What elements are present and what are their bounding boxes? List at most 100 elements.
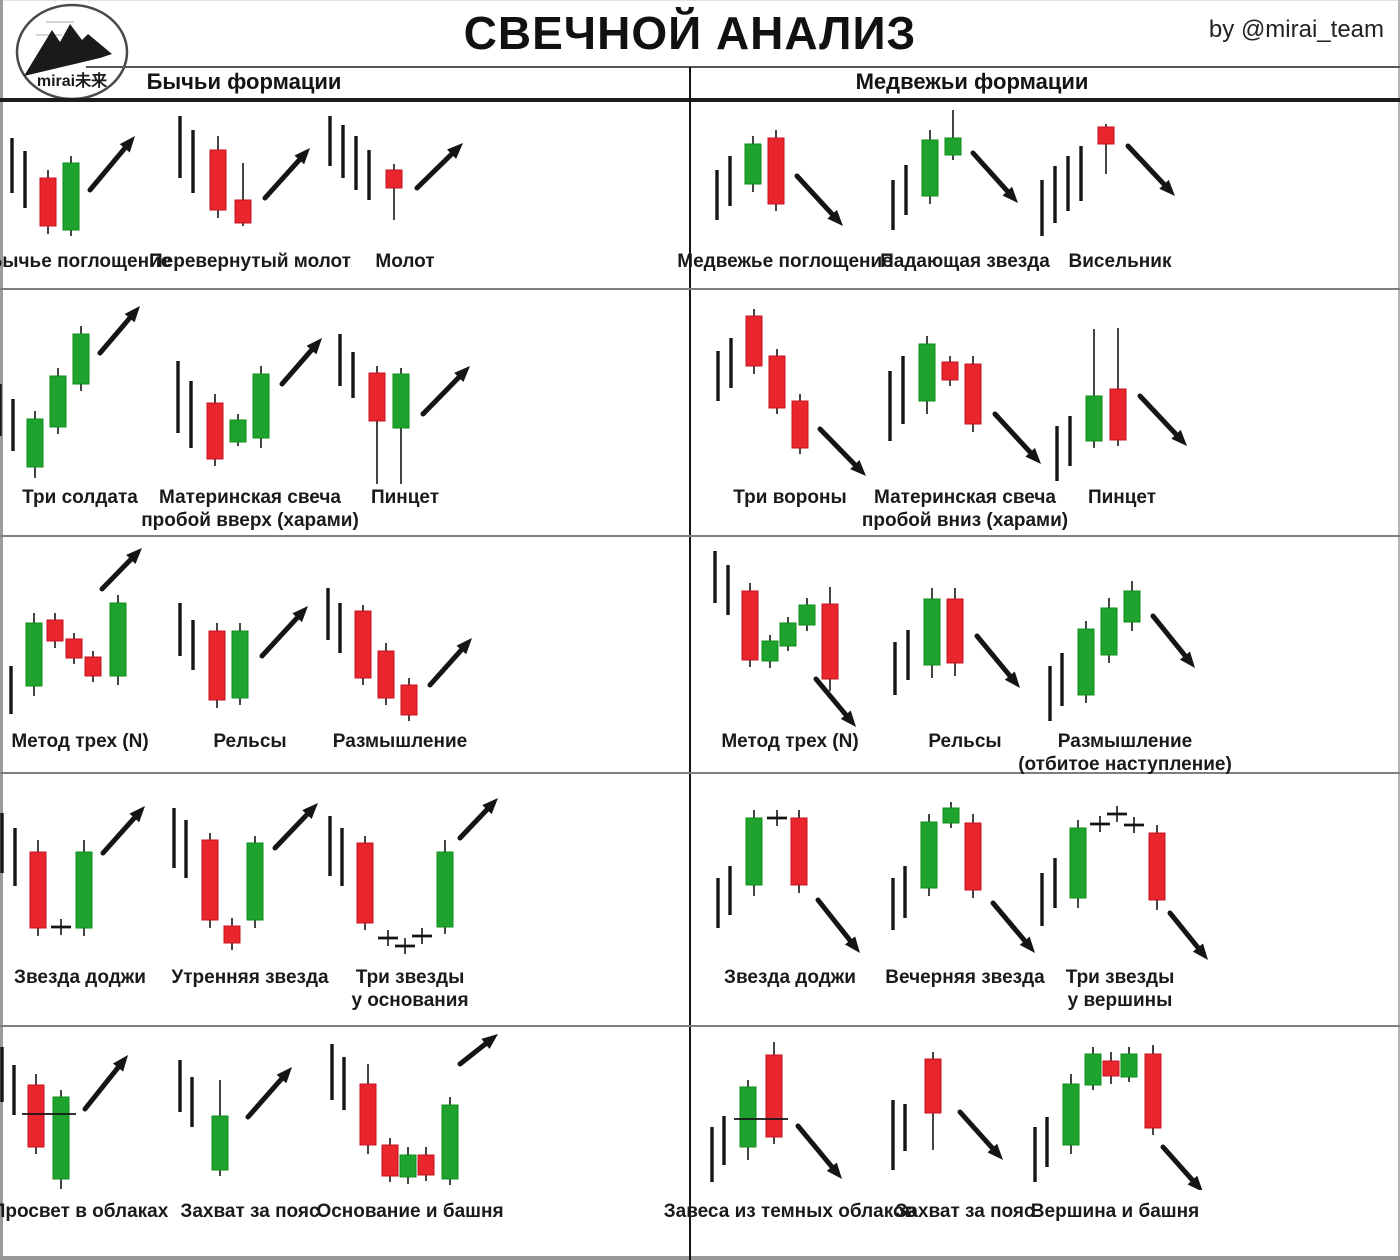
pattern-cell-bull-4-1 (140, 1032, 360, 1190)
pattern-label: Три звезды у основания (270, 966, 550, 1012)
pattern-chart (0, 1047, 128, 1189)
header-divider (86, 66, 1400, 68)
pattern-cell-bear-3-1 (855, 778, 1075, 968)
pattern-chart (710, 1042, 842, 1182)
frame-edge (0, 1256, 1400, 1260)
pattern-label: Висельник (980, 250, 1260, 273)
pattern-chart (330, 1034, 498, 1185)
pattern-chart (328, 798, 498, 954)
pattern-cell-bull-1-2 (295, 296, 515, 486)
pattern-label: Материнская свеча пробой вниз (харами) (825, 486, 1105, 532)
pattern-cell-bear-1-2 (1012, 296, 1232, 486)
credit: by @mirai_team (1208, 16, 1384, 43)
pattern-cell-bear-0-1 (855, 108, 1075, 248)
pattern-label-line: Основание и башня (316, 1201, 504, 1222)
pattern-label: Материнская свеча пробой вверх (харами) (110, 486, 390, 532)
pattern-label: Пинцет (982, 486, 1262, 509)
pattern-label-line: Захват за пояс (180, 1201, 320, 1222)
pattern-label: Рельсы (110, 730, 390, 753)
pattern-chart (716, 810, 860, 953)
pattern-label: Пинцет (265, 486, 545, 509)
pattern-label-line: Три вороны (733, 487, 847, 508)
pattern-label: Утренняя звезда (110, 966, 390, 989)
pattern-cell-bear-2-1 (855, 543, 1075, 728)
pattern-label: Захват за пояс (825, 1200, 1105, 1223)
pattern-label: Метод трех (N) (0, 730, 220, 753)
pattern-chart (716, 309, 866, 476)
pattern-label: Завеса из темных облаков (650, 1200, 930, 1223)
pattern-label: Три вороны (650, 486, 930, 509)
pattern-chart (1040, 806, 1208, 960)
pattern-label-line: (отбитое наступление) (1018, 754, 1232, 775)
pattern-cell-bull-3-0 (0, 778, 190, 968)
pattern-label-line: Завеса из темных облаков (663, 1201, 917, 1222)
logo-text: mirai未来 (37, 71, 108, 90)
row-divider (0, 288, 1400, 290)
pattern-label-line: у вершины (1067, 990, 1173, 1011)
pattern-chart (326, 588, 472, 721)
pattern-chart (172, 803, 318, 950)
pattern-chart (1033, 1045, 1203, 1190)
pattern-label-line: у основания (351, 990, 469, 1011)
pattern-chart (891, 1052, 1003, 1170)
pattern-cell-bear-2-2 (1015, 543, 1235, 728)
pattern-label-line: Три солдата (22, 487, 138, 508)
pattern-label-line: Медвежье поглощение (677, 251, 893, 272)
pattern-label: Медвежье поглощение (645, 250, 925, 273)
pattern-label: Просвет в облаках (0, 1200, 220, 1223)
pattern-label-line: Молот (375, 251, 435, 272)
pattern-label-line: Метод трех (N) (11, 731, 149, 752)
pattern-label-line: Пинцет (1087, 487, 1157, 508)
pattern-label: Основание и башня (270, 1200, 550, 1223)
pattern-cell-bear-2-0 (680, 543, 900, 728)
pattern-cell-bear-1-0 (680, 296, 900, 486)
pattern-label: Захват за пояс (110, 1200, 390, 1223)
pattern-chart (10, 136, 135, 236)
pattern-label-line: Материнская свеча (159, 487, 341, 508)
center-divider (689, 67, 691, 1260)
pattern-cell-bear-4-0 (680, 1032, 900, 1190)
pattern-chart (888, 336, 1041, 464)
pattern-label-line: Звезда доджи (724, 967, 856, 988)
pattern-chart (713, 551, 856, 727)
frame-edge (0, 0, 3, 1260)
pattern-cell-bull-3-1 (140, 778, 360, 968)
pattern-cell-bull-3-2 (300, 778, 520, 968)
pattern-chart (328, 116, 463, 220)
pattern-cell-bull-0-0 (0, 108, 190, 248)
pattern-cell-bull-2-2 (290, 543, 510, 728)
pattern-chart (178, 603, 308, 708)
pattern-label: Три солдата (0, 486, 220, 509)
pattern-chart (0, 806, 145, 936)
pattern-cell-bull-2-0 (0, 543, 190, 728)
pattern-chart (1048, 581, 1195, 721)
pattern-cell-bull-4-0 (0, 1032, 190, 1190)
pattern-label-line: Три звезды (355, 967, 465, 988)
logo: mirai未来 (12, 2, 132, 102)
pattern-cell-bear-3-2 (1010, 778, 1230, 968)
pattern-label-line: Перевернутый молот (149, 251, 351, 272)
page-title: СВЕЧНОЙ АНАЛИЗ (463, 7, 917, 59)
pattern-label-line: Метод трех (N) (721, 731, 859, 752)
pattern-cell-bear-0-2 (1010, 108, 1230, 248)
pattern-cell-bull-4-2 (300, 1032, 520, 1190)
row-divider (0, 772, 1400, 774)
pattern-label: Размышление (260, 730, 540, 753)
pattern-cell-bull-0-1 (140, 108, 360, 248)
pattern-chart (0, 306, 140, 478)
pattern-label: Звезда доджи (0, 966, 220, 989)
pattern-cell-bull-0-2 (295, 108, 515, 248)
pattern-chart (178, 116, 310, 226)
pattern-chart (891, 802, 1035, 953)
pattern-chart (715, 130, 843, 226)
pattern-chart (9, 548, 142, 714)
pattern-chart (891, 110, 1018, 230)
pattern-label: Вершина и башня (975, 1200, 1255, 1223)
row-divider (0, 1025, 1400, 1027)
pattern-chart (1055, 328, 1187, 481)
logo-mountain-icon: mirai未来 (15, 3, 129, 101)
pattern-label: Молот (265, 250, 545, 273)
pattern-label-line: Висельник (1068, 251, 1172, 272)
pattern-cell-bear-4-1 (855, 1032, 1075, 1190)
